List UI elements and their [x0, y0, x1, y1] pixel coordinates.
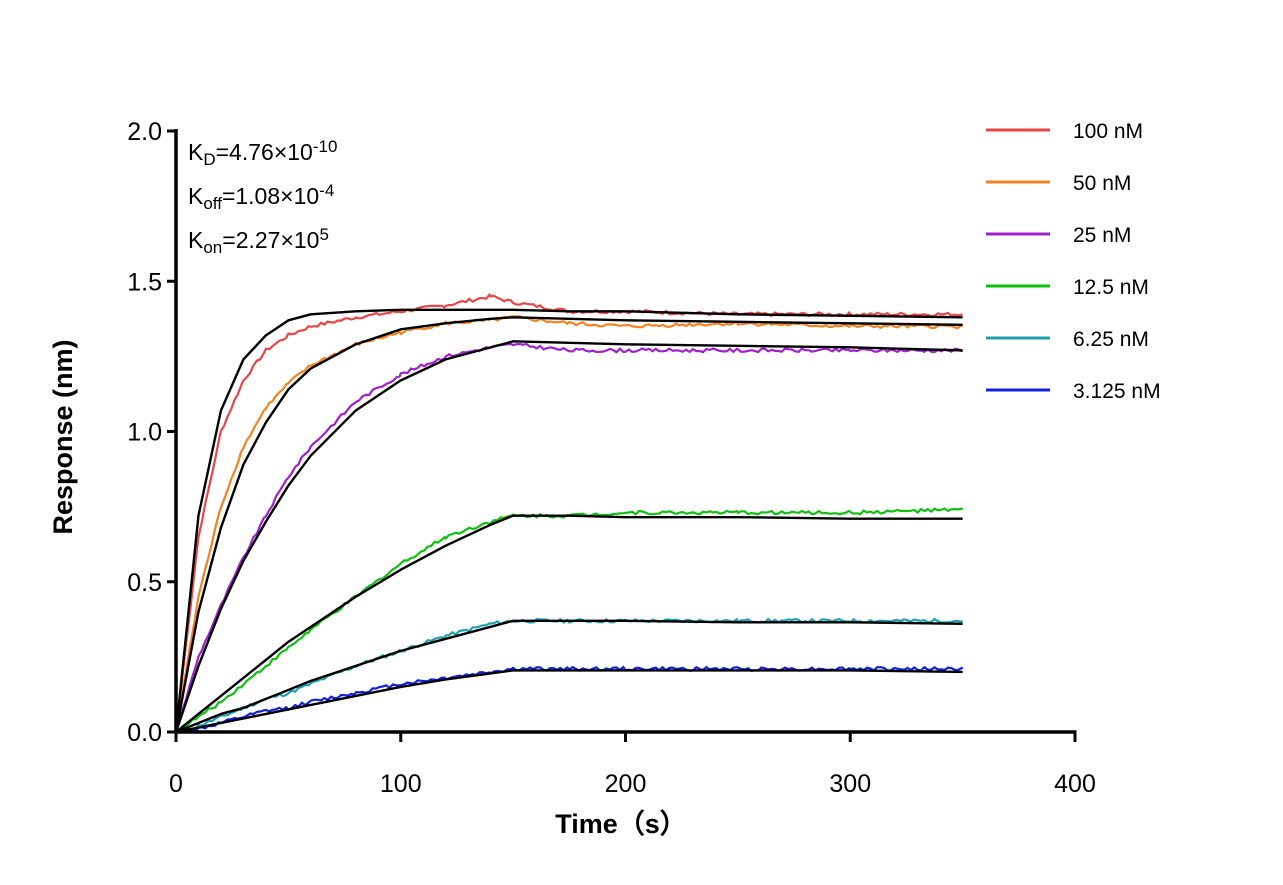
- constant-base: K: [188, 183, 204, 209]
- y-tick-label: 0.0: [127, 719, 162, 747]
- legend-item: 25 nM: [986, 224, 1131, 247]
- x-axis-label: Time（s）: [555, 809, 687, 839]
- legend-item: 6.25 nM: [986, 328, 1149, 351]
- constant-sup: -10: [313, 137, 338, 156]
- x-tick-label: 100: [380, 770, 422, 798]
- constant-sub: on: [203, 238, 222, 257]
- constant-sup: 5: [319, 225, 328, 244]
- measured-line-25-nM: [174, 342, 964, 733]
- y-tick-label: 0.5: [127, 569, 162, 597]
- y-tick-label: 1.5: [127, 268, 162, 296]
- constant-mid: =2.27×10: [222, 227, 319, 253]
- x-tick-label: 400: [1054, 770, 1096, 798]
- x-tick-label: 0: [169, 770, 183, 798]
- fit-line-12-5-nM: [175, 514, 963, 733]
- fit-line-100-nM: [174, 308, 963, 733]
- legend-label: 12.5 nM: [1073, 276, 1149, 299]
- plot-area: [174, 292, 964, 734]
- legend-label: 100 nM: [1073, 120, 1143, 143]
- legend-item: 50 nM: [986, 172, 1131, 195]
- kinetic-constant: KD=4.76×10-10: [188, 137, 337, 170]
- fit-line-50-nM: [174, 316, 963, 733]
- constant-sub: off: [203, 194, 222, 213]
- constant-mid: =1.08×10: [222, 183, 319, 209]
- legend-item: 100 nM: [986, 120, 1143, 143]
- fit-line-6-25-nM: [175, 619, 963, 734]
- legend-label: 6.25 nM: [1073, 328, 1149, 351]
- measured-line-6-25-nM: [175, 617, 964, 734]
- axes: 0.0 0.5 1.0 1.5 2.0 0 100 200 300 400: [127, 118, 1096, 798]
- constant-base: K: [188, 227, 204, 253]
- x-tick-label: 300: [829, 770, 871, 798]
- legend: 100 nM 50 nM 25 nM 12.5 nM 6.25 nM 3.125 nM: [986, 120, 1161, 403]
- measured-line-50-nM: [174, 315, 964, 733]
- constant-mid: =4.76×10: [216, 139, 313, 165]
- legend-label: 3.125 nM: [1073, 380, 1161, 403]
- y-tick-label: 2.0: [127, 118, 162, 146]
- constant-base: K: [188, 139, 204, 165]
- legend-item: 3.125 nM: [986, 380, 1161, 403]
- kinetic-constant: Kon=2.27×105: [188, 225, 329, 258]
- constant-sup: -4: [319, 181, 334, 200]
- fit-line-25-nM: [174, 340, 963, 733]
- y-axis-label: Response (nm): [48, 339, 78, 534]
- legend-label: 50 nM: [1073, 172, 1131, 195]
- legend-item: 12.5 nM: [986, 276, 1149, 299]
- constant-sub: D: [203, 150, 215, 169]
- y-tick-label: 1.0: [127, 419, 162, 447]
- kinetic-constant: Koff=1.08×10-4: [188, 181, 334, 214]
- fit-line-3-125-nM: [175, 669, 963, 734]
- legend-label: 25 nM: [1073, 224, 1131, 247]
- measured-line-3-125-nM: [175, 665, 964, 734]
- x-tick-label: 200: [605, 770, 647, 798]
